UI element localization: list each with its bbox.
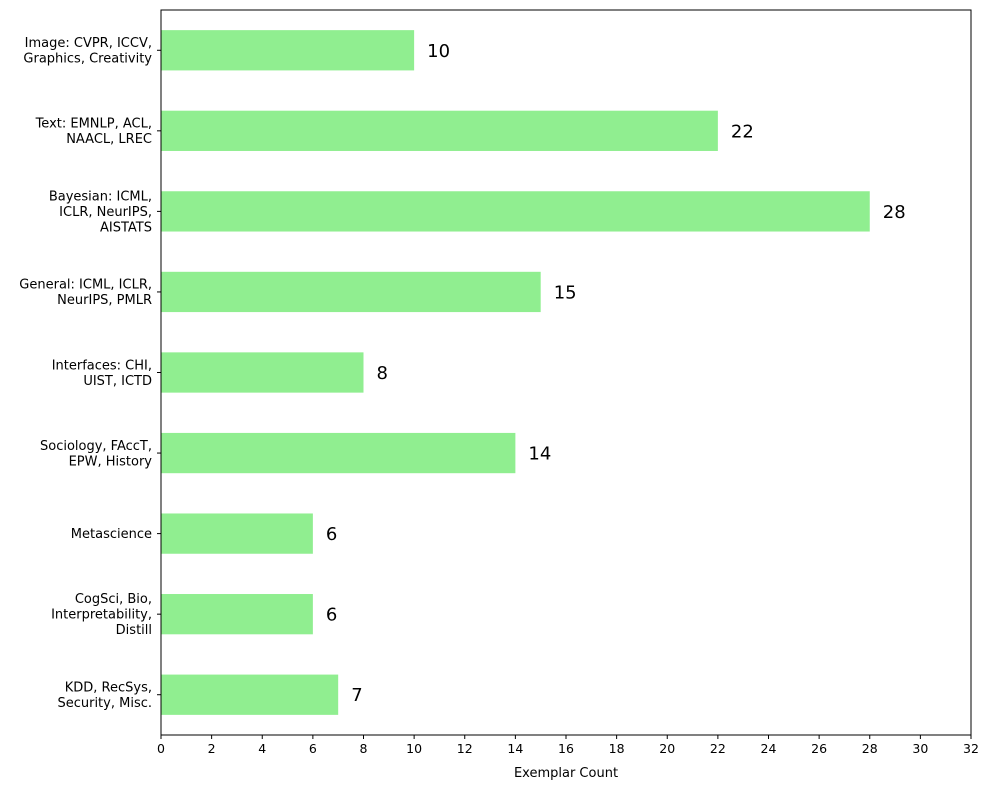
x-tick-label: 26: [811, 741, 827, 756]
x-tick-label: 0: [157, 741, 165, 756]
value-label: 22: [731, 121, 754, 142]
category-labels: Image: CVPR, ICCV, Graphics, Creativity Te…: [19, 36, 161, 711]
x-tick-label: 30: [912, 741, 928, 756]
x-tick-label: 32: [963, 741, 979, 756]
category-label: CogSci, Bio, Interpretability, Distill: [51, 592, 152, 638]
bar: [161, 271, 541, 313]
value-label: 10: [427, 41, 450, 62]
value-label: 6: [326, 605, 337, 626]
bar: [161, 674, 339, 715]
bar: [161, 110, 718, 151]
category-label: Interfaces: CHI, UIST, ICTD: [52, 358, 152, 389]
x-tick-label: 20: [659, 741, 675, 756]
x-tick-label: 22: [710, 741, 726, 756]
x-tick-label: 24: [761, 741, 777, 756]
value-label: 6: [326, 524, 337, 545]
value-label: 8: [377, 363, 388, 384]
value-labels: 10 22 28 15 8 14 6 6 7: [326, 41, 906, 706]
value-label: 15: [554, 282, 577, 303]
bar: [161, 191, 870, 232]
x-tick-label: 16: [558, 741, 574, 756]
category-label: Sociology, FAccT, EPW, History: [40, 439, 152, 470]
x-tick-label: 14: [507, 741, 523, 756]
x-tick-label: 8: [360, 741, 368, 756]
category-label: Bayesian: ICML, ICLR, NeurIPS, AISTATS: [49, 189, 152, 235]
category-label: Image: CVPR, ICCV, Graphics, Creativity: [23, 36, 152, 67]
bar: [161, 513, 313, 554]
category-label: General: ICML, ICLR, NeurIPS, PMLR: [19, 278, 152, 309]
category-label: Text: EMNLP, ACL, NAACL, LREC: [35, 117, 152, 147]
x-tick-label: 12: [457, 741, 473, 756]
value-label: 28: [883, 202, 906, 223]
x-tick-label: 6: [309, 741, 317, 756]
bar: [161, 594, 313, 635]
plot-frame: [160, 9, 972, 736]
x-tick-label: 10: [406, 741, 422, 756]
x-axis-ticks: 0 2 4 6 8 10 12 14 16 18 20 22 24 26 28 30 32: [157, 735, 979, 756]
value-label: 7: [351, 685, 362, 706]
bar: [161, 432, 516, 474]
x-tick-label: 18: [609, 741, 625, 756]
x-tick-label: 28: [862, 741, 878, 756]
bar: [161, 352, 364, 393]
bars: [161, 30, 870, 715]
x-axis-title: Exemplar Count: [514, 766, 618, 781]
x-tick-label: 4: [258, 741, 266, 756]
category-label: Metascience: [71, 527, 152, 542]
x-tick-label: 2: [208, 741, 216, 756]
value-label: 14: [528, 444, 551, 465]
category-label: KDD, RecSys, Security, Misc.: [57, 680, 152, 711]
bar: [161, 30, 415, 71]
